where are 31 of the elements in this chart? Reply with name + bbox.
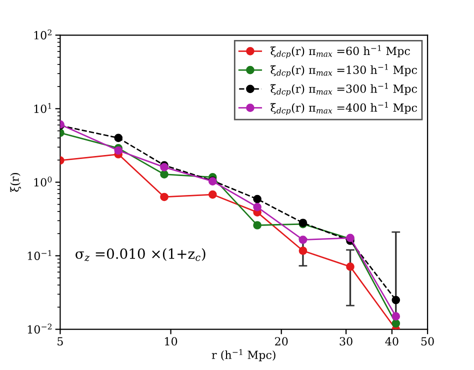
x-tick-label: 30	[340, 337, 352, 346]
point	[114, 146, 123, 155]
point	[298, 236, 308, 244]
y-tick-label: 10$^{−2}$	[28, 324, 52, 334]
legend-label: ξ$_{dcp}$(r) π$_{max}$ =400 h$^{−1}$ Mpc	[270, 102, 417, 115]
legend-label: ξ$_{dcp}$(r) π$_{max}$ =130 h$^{−1}$ Mpc	[270, 64, 417, 78]
x-tick-label: 40	[385, 337, 398, 346]
point	[392, 319, 400, 328]
point	[160, 170, 168, 179]
point	[298, 246, 308, 255]
x-tick-label: 50	[421, 337, 434, 346]
x-tick-label: 5	[58, 337, 63, 346]
point	[392, 296, 400, 304]
y-tick-label: 10$^{−1}$	[28, 250, 52, 260]
point	[392, 312, 400, 321]
point	[253, 221, 262, 230]
x-tick-label: 10	[165, 337, 178, 346]
point	[253, 194, 262, 204]
y-axis-title: ξ(r)	[10, 173, 22, 192]
x-tick-label: 20	[275, 337, 288, 346]
x-axis-title: r (h$^{−1}$ Mpc)	[212, 349, 276, 362]
y-tick-label: 10$^{2}$	[34, 29, 52, 40]
legend-label: ξ$_{dcp}$(r) π$_{max}$ =60 h$^{−1}$ Mpc	[270, 45, 410, 58]
y-tick-label: 10$^{0}$	[34, 176, 52, 187]
annotation: σ$_{z}$ =0.010 ×(1+z$_{c}$)	[76, 248, 206, 262]
y-tick-label: 10$^{1}$	[34, 103, 52, 113]
point	[346, 262, 354, 271]
point	[253, 202, 262, 212]
point	[160, 192, 168, 202]
point	[114, 134, 123, 142]
legend-label: ξ$_{dcp}$(r) π$_{max}$ =300 h$^{−1}$ Mpc	[270, 82, 417, 96]
